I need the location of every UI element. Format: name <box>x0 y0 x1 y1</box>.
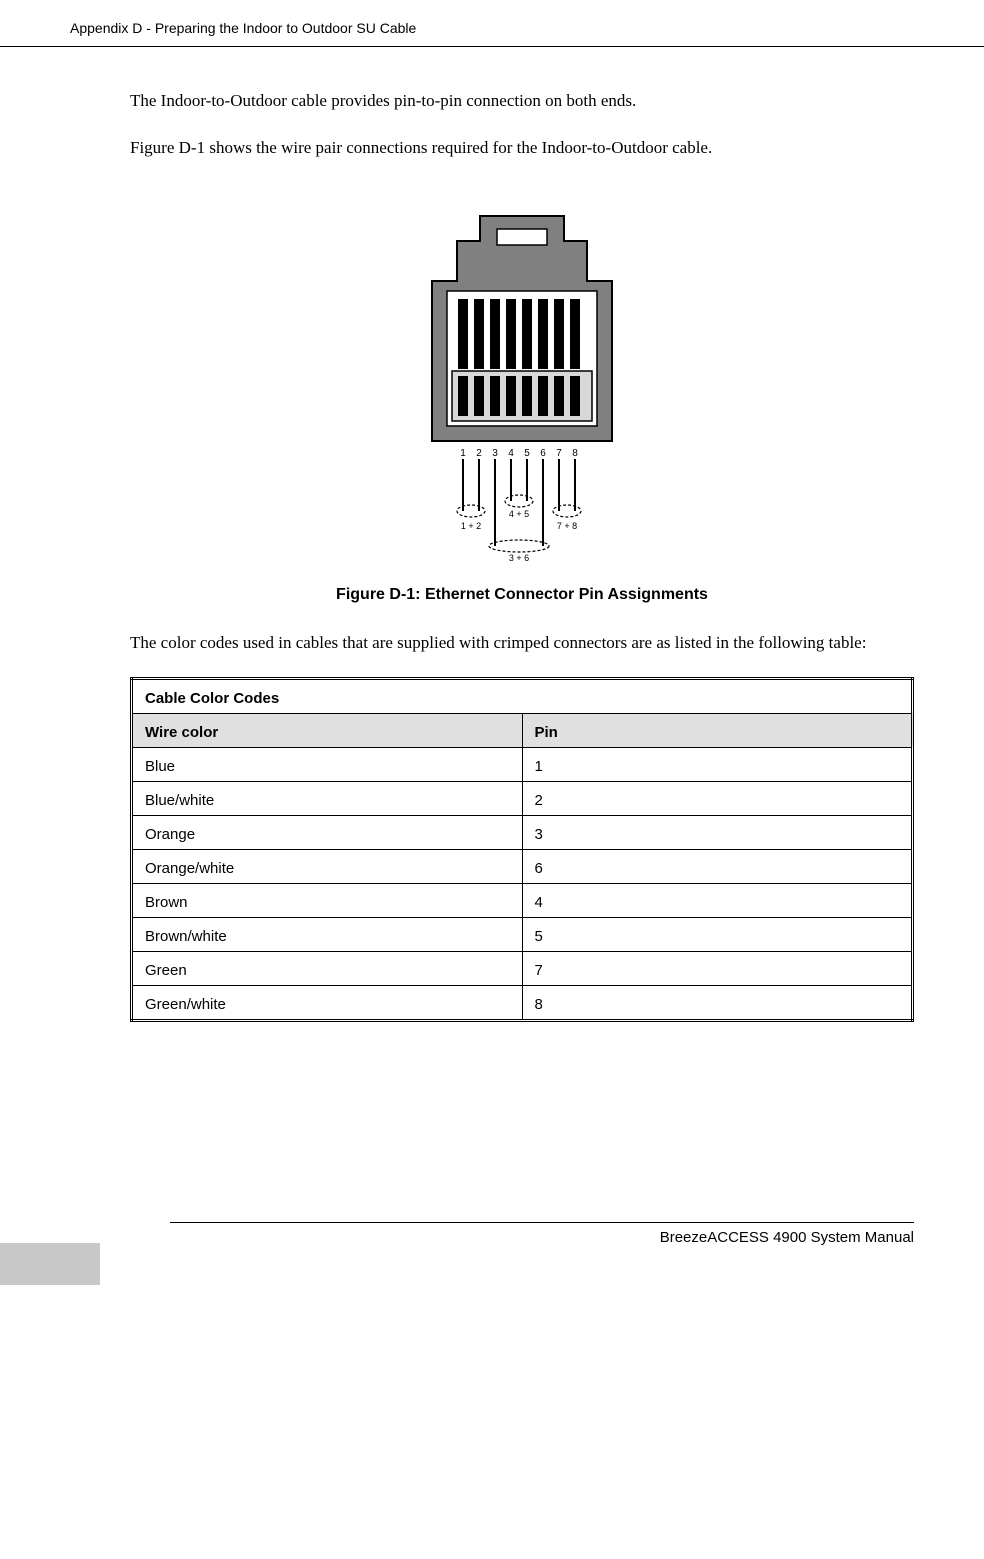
pair-label-36: 3 + 6 <box>509 553 529 561</box>
table-title: Cable Color Codes <box>132 678 913 713</box>
pin-num-6: 6 <box>540 448 546 459</box>
figure-container: 1 2 3 4 5 6 7 8 <box>130 191 914 566</box>
pin-num-7: 7 <box>556 448 562 459</box>
pin-num-8: 8 <box>572 448 578 459</box>
header-wire-color: Wire color <box>132 713 523 747</box>
rj45-connector-diagram: 1 2 3 4 5 6 7 8 <box>392 191 652 561</box>
cell-color: Green <box>132 951 523 985</box>
paragraph-1: The Indoor-to-Outdoor cable provides pin… <box>130 87 914 114</box>
cell-color: Brown <box>132 883 523 917</box>
pin-num-5: 5 <box>524 448 530 459</box>
table-row: Orange/white 6 <box>132 849 913 883</box>
cell-pin: 2 <box>522 781 913 815</box>
paragraph-2: Figure D-1 shows the wire pair connectio… <box>130 134 914 161</box>
pair-label-12: 1 + 2 <box>461 521 481 531</box>
table-row: Brown 4 <box>132 883 913 917</box>
cell-pin: 4 <box>522 883 913 917</box>
table-row: Blue 1 <box>132 747 913 781</box>
cell-pin: 3 <box>522 815 913 849</box>
table-title-row: Cable Color Codes <box>132 678 913 713</box>
footer-rule <box>170 1222 914 1223</box>
cell-pin: 6 <box>522 849 913 883</box>
footer-band <box>0 1243 100 1285</box>
pair-label-78: 7 + 8 <box>557 521 577 531</box>
color-codes-table: Cable Color Codes Wire color Pin Blue 1 … <box>130 677 914 1022</box>
cell-pin: 5 <box>522 917 913 951</box>
pair-label-45: 4 + 5 <box>509 509 529 519</box>
cell-color: Blue <box>132 747 523 781</box>
cell-color: Blue/white <box>132 781 523 815</box>
table-header-row: Wire color Pin <box>132 713 913 747</box>
cell-pin: 7 <box>522 951 913 985</box>
pin-num-3: 3 <box>492 448 498 459</box>
paragraph-3: The color codes used in cables that are … <box>130 629 914 656</box>
cell-color: Orange/white <box>132 849 523 883</box>
pin-num-1: 1 <box>460 448 466 459</box>
footer-product: BreezeACCESS 4900 System Manual <box>70 1229 914 1246</box>
cell-color: Brown/white <box>132 917 523 951</box>
cell-pin: 1 <box>522 747 913 781</box>
pin-num-4: 4 <box>508 448 514 459</box>
wire-lines <box>463 459 575 546</box>
page-header: Appendix D - Preparing the Indoor to Out… <box>0 0 984 47</box>
table-row: Green 7 <box>132 951 913 985</box>
table-row: Orange 3 <box>132 815 913 849</box>
footer-pagenum: 156 <box>40 1250 914 1267</box>
cell-color: Green/white <box>132 985 523 1020</box>
table-row: Brown/white 5 <box>132 917 913 951</box>
cell-pin: 8 <box>522 985 913 1020</box>
table-row: Blue/white 2 <box>132 781 913 815</box>
table-row: Green/white 8 <box>132 985 913 1020</box>
pin-num-2: 2 <box>476 448 482 459</box>
header-title: Appendix D - Preparing the Indoor to Out… <box>70 20 416 36</box>
cell-color: Orange <box>132 815 523 849</box>
pin-numbers: 1 2 3 4 5 6 7 8 <box>460 448 578 459</box>
connector-body <box>432 216 612 441</box>
header-pin: Pin <box>522 713 913 747</box>
figure-caption: Figure D-1: Ethernet Connector Pin Assig… <box>130 586 914 604</box>
content-area: The Indoor-to-Outdoor cable provides pin… <box>0 87 984 1022</box>
pair-labels: 1 + 2 4 + 5 7 + 8 3 + 6 <box>461 509 577 561</box>
page-footer: BreezeACCESS 4900 System Manual 156 <box>0 1222 984 1297</box>
